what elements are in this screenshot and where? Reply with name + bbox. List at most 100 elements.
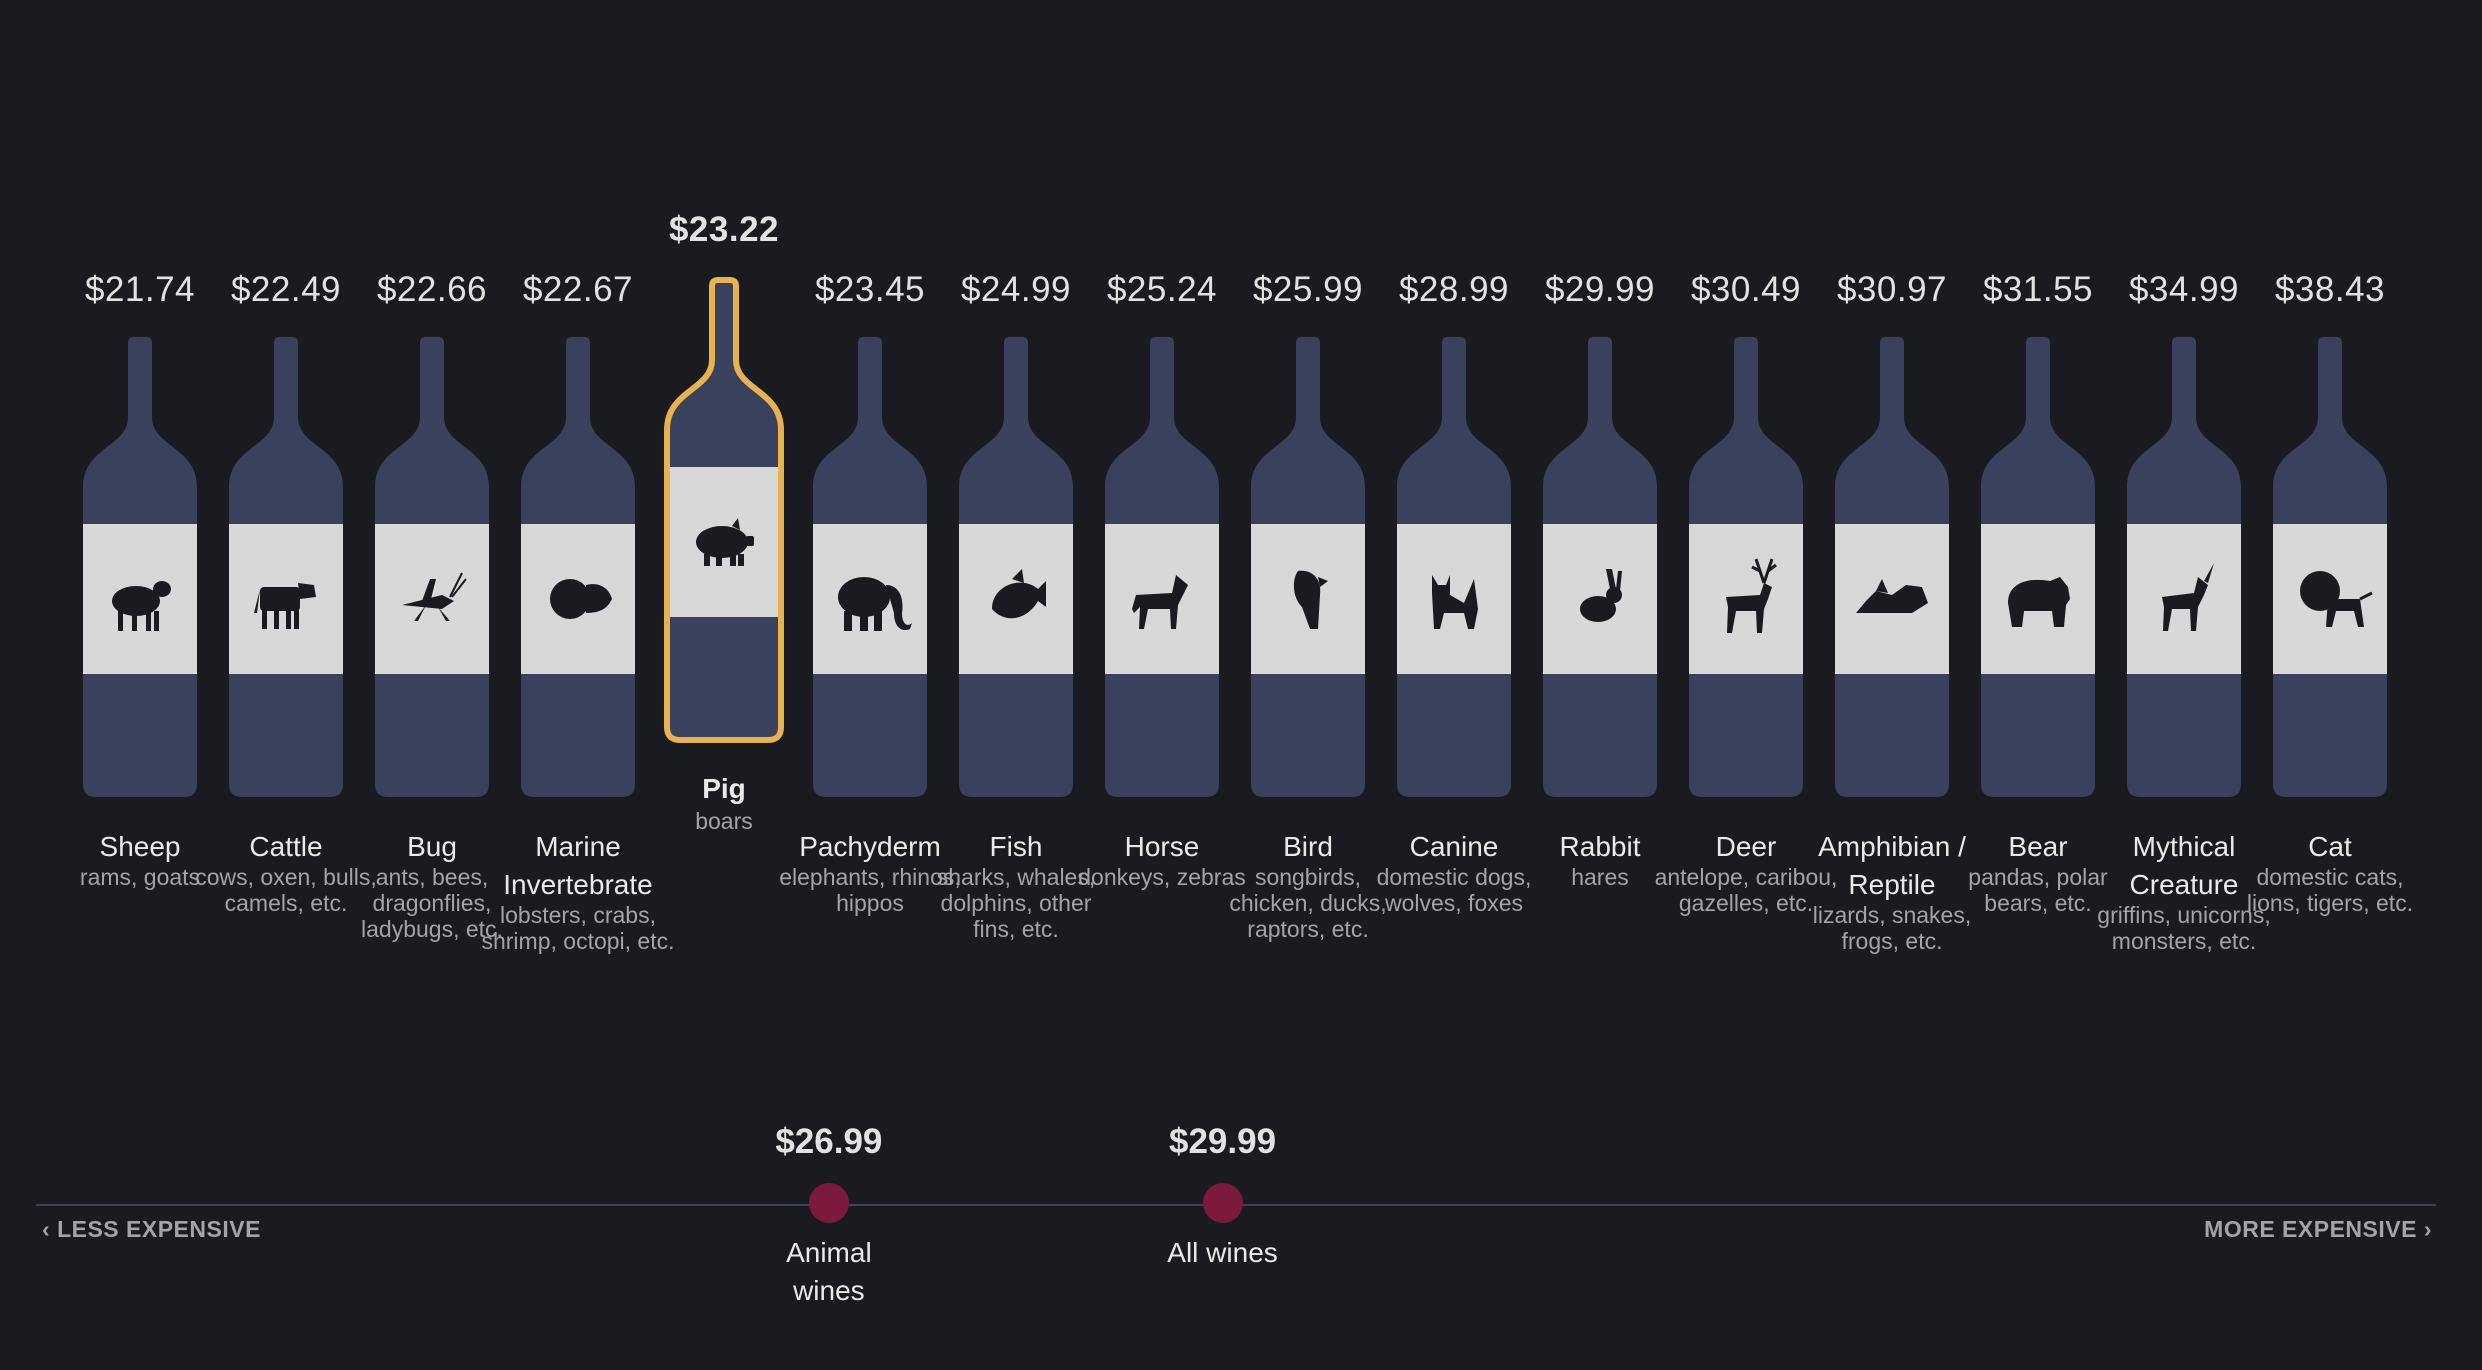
- lizard-icon: [1856, 579, 1928, 613]
- bottle-price: $22.66: [376, 270, 488, 309]
- more-expensive-label: MORE EXPENSIVE ›: [2204, 1216, 2432, 1242]
- category-description: lobsters, crabs, shrimp, octopi, etc.: [481, 902, 675, 954]
- bottle-price: $38.43: [2274, 270, 2386, 309]
- bottle-item-canine[interactable]: $28.99 Canine domestic dogs, wolves, foxes: [1377, 0, 1532, 1060]
- bottle-price: $30.97: [1836, 270, 1948, 309]
- bottle-graphic: [1397, 337, 1511, 797]
- bottle-price: $24.99: [960, 270, 1072, 309]
- category-description: hares: [1571, 864, 1629, 890]
- bottle-item-cattle[interactable]: $22.49 Cattle cows, oxen, bulls, camels, e…: [195, 0, 377, 1060]
- bottle-item-cat[interactable]: $38.43 Cat domestic cats, lions, tigers, e…: [2247, 0, 2413, 1060]
- bottle-item-pig[interactable]: $23.22 Pig boars: [651, 0, 797, 1060]
- bottle-item-fish[interactable]: $24.99 Fish sharks, whales, dolphins, othe…: [937, 0, 1096, 1060]
- bottle-price: $25.99: [1252, 270, 1364, 309]
- bottle-price: $23.22: [668, 210, 780, 249]
- category-description: cows, oxen, bulls, camels, etc.: [195, 864, 377, 916]
- bottle-price: $23.45: [814, 270, 926, 309]
- bottle-item-deer[interactable]: $30.49 Deer antelope, caribou, gazelles, e…: [1655, 0, 1838, 1060]
- bottle-item-marine-invertebrate[interactable]: $22.67 Marine Invertebrate lobsters, crabs…: [481, 0, 674, 1060]
- category-name: Marine Invertebrate: [503, 831, 653, 900]
- category-description: domestic cats, lions, tigers, etc.: [2246, 864, 2414, 916]
- marker-label: All wines: [1167, 1237, 1278, 1268]
- category-description: rams, goats: [79, 864, 201, 890]
- bottle-price: $25.24: [1106, 270, 1218, 309]
- bottle-graphic: [664, 277, 784, 743]
- bottle-item-bear[interactable]: $31.55 Bear pandas, polar bears, etc.: [1965, 0, 2111, 1060]
- bottle-graphic: [1981, 337, 2095, 797]
- bottle-item-bug[interactable]: $22.66 Bug ants, bees, dragonflies, ladybu…: [359, 0, 505, 1060]
- category-description: ants, bees, dragonflies, ladybugs, etc.: [361, 864, 503, 942]
- bottle-price: $31.55: [1982, 270, 2094, 309]
- sheep-icon: [112, 581, 171, 631]
- bottle-graphic: [521, 337, 635, 797]
- category-description: elephants, rhinos, hippos: [779, 864, 961, 916]
- bottle-item-bird[interactable]: $25.99 Bird songbirds, chicken, ducks, rap…: [1229, 0, 1386, 1060]
- horse-icon: [1132, 575, 1188, 629]
- deer-icon: [1726, 558, 1777, 633]
- bottle-graphic: [2273, 337, 2387, 797]
- cow-icon: [254, 583, 316, 629]
- bottle-graphic: [1543, 337, 1657, 797]
- category-description: pandas, polar bears, etc.: [1968, 864, 2108, 916]
- bottle-item-horse[interactable]: $25.24 Horse donkeys, zebras: [1078, 0, 1245, 1060]
- bottle-graphic: [83, 337, 197, 797]
- lion-icon: [2300, 571, 2373, 627]
- elephant-icon: [838, 577, 912, 631]
- category-name: Cattle: [249, 831, 323, 862]
- fish-icon: [992, 569, 1046, 619]
- bottle-price: $21.74: [84, 270, 196, 309]
- category-name: Cat: [2308, 831, 2352, 862]
- bottle-item-sheep[interactable]: $21.74 Sheep rams, goats: [67, 0, 213, 1060]
- rabbit-icon: [1580, 569, 1622, 622]
- chevron-right-icon: ›: [2416, 1216, 2432, 1242]
- bottle-graphic: [1835, 337, 1949, 797]
- marker-value: $26.99: [775, 1122, 883, 1161]
- bottle-item-mythical-creature[interactable]: $34.99 Mythical Creature griffins, unicorn…: [2097, 0, 2270, 1060]
- bottle-price: $34.99: [2128, 270, 2240, 309]
- marker-label: Animal wines: [786, 1237, 872, 1306]
- bottle-price: $29.99: [1544, 270, 1656, 309]
- dog-icon: [1432, 575, 1478, 629]
- category-name: Pig: [702, 773, 746, 804]
- category-name: Horse: [1124, 831, 1200, 862]
- category-name: Fish: [989, 831, 1043, 862]
- bottle-graphic: [1251, 337, 1365, 797]
- bottle-item-pachyderm[interactable]: $23.45 Pachyderm elephants, rhinos, hippos: [779, 0, 961, 1060]
- category-name: Amphibian / Reptile: [1818, 831, 1966, 900]
- category-name: Rabbit: [1559, 831, 1641, 862]
- unicorn-icon: [2162, 563, 2214, 631]
- category-name: Pachyderm: [799, 831, 941, 862]
- marker-dot: [808, 1183, 849, 1223]
- bear-icon: [2008, 577, 2070, 627]
- category-description: antelope, caribou, gazelles, etc.: [1654, 864, 1838, 916]
- bottle-graphic: [959, 337, 1073, 797]
- category-description: lizards, snakes, frogs, etc.: [1812, 902, 1972, 954]
- pig-icon: [696, 518, 754, 566]
- category-description: sharks, whales, dolphins, other fins, et…: [936, 864, 1096, 942]
- nautilus-icon: [550, 579, 612, 619]
- bottle-price: $22.49: [230, 270, 342, 309]
- category-name: Mythical Creature: [2129, 831, 2239, 900]
- category-name: Deer: [1715, 831, 1777, 862]
- category-name: Sheep: [99, 831, 181, 862]
- bottle-graphic: [2127, 337, 2241, 797]
- category-description: griffins, unicorns, monsters, etc.: [2097, 902, 2271, 954]
- bottle-item-amphibian-reptile[interactable]: $30.97 Amphibian / Reptile lizards, snakes…: [1813, 0, 1972, 1060]
- category-name: Bird: [1283, 831, 1333, 862]
- bottle-price: $22.67: [522, 270, 634, 309]
- category-description: donkeys, zebras: [1078, 864, 1246, 890]
- chevron-left-icon: ‹: [42, 1216, 58, 1242]
- bottle-price: $28.99: [1398, 270, 1510, 309]
- bottle-graphic: [813, 337, 927, 797]
- category-name: Canine: [1409, 831, 1499, 862]
- bottle-graphic: [1689, 337, 1803, 797]
- less-expensive-label: ‹ LESS EXPENSIVE: [42, 1216, 261, 1242]
- bottle-item-rabbit[interactable]: $29.99 Rabbit hares: [1527, 0, 1673, 1060]
- parrot-icon: [1293, 570, 1328, 629]
- grasshopper-icon: [402, 572, 467, 621]
- bottle-graphic: [229, 337, 343, 797]
- bottle-graphic: [1105, 337, 1219, 797]
- marker-value: $29.99: [1169, 1122, 1277, 1161]
- marker-dot: [1202, 1183, 1243, 1223]
